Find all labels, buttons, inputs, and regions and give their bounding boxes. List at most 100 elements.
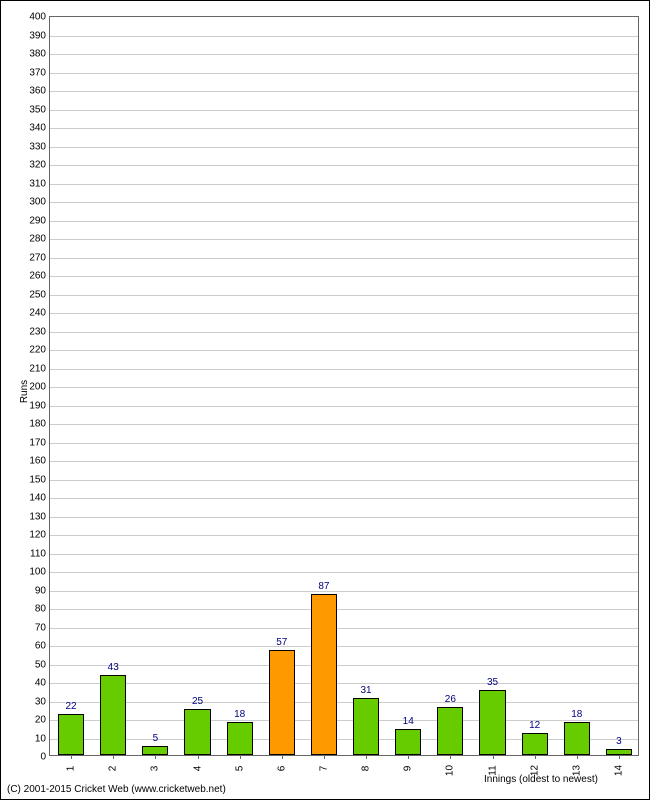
x-tick-label: 10: [445, 765, 456, 776]
y-tick-label: 290: [29, 215, 46, 226]
bar: [58, 714, 84, 755]
gridline: [50, 147, 638, 148]
gridline: [50, 73, 638, 74]
x-tick-mark: [282, 755, 283, 759]
y-tick-label: 300: [29, 197, 46, 208]
bar-value-label: 18: [571, 709, 582, 720]
bar: [522, 733, 548, 755]
x-tick-mark: [450, 755, 451, 759]
gridline: [50, 221, 638, 222]
bar: [564, 722, 590, 755]
y-tick-label: 60: [35, 641, 46, 652]
y-tick-label: 90: [35, 585, 46, 596]
gridline: [50, 498, 638, 499]
gridline: [50, 36, 638, 37]
x-tick-mark: [366, 755, 367, 759]
gridline: [50, 406, 638, 407]
x-tick-label: 3: [150, 766, 161, 772]
y-tick-label: 370: [29, 67, 46, 78]
bar-value-label: 5: [153, 733, 159, 744]
y-tick-label: 380: [29, 49, 46, 60]
gridline: [50, 572, 638, 573]
bar-value-label: 26: [445, 694, 456, 705]
gridline: [50, 239, 638, 240]
x-tick-mark: [324, 755, 325, 759]
y-tick-label: 140: [29, 493, 46, 504]
y-tick-label: 120: [29, 530, 46, 541]
y-tick-label: 40: [35, 678, 46, 689]
y-tick-label: 10: [35, 733, 46, 744]
bar-value-label: 35: [487, 677, 498, 688]
x-tick-label: 8: [361, 766, 372, 772]
x-tick-label: 1: [66, 766, 77, 772]
gridline: [50, 739, 638, 740]
x-tick-mark: [619, 755, 620, 759]
gridline: [50, 332, 638, 333]
x-axis-label: Innings (oldest to newest): [484, 774, 598, 785]
x-tick-mark: [240, 755, 241, 759]
y-tick-label: 310: [29, 178, 46, 189]
gridline: [50, 535, 638, 536]
gridline: [50, 91, 638, 92]
y-tick-label: 150: [29, 474, 46, 485]
y-tick-label: 220: [29, 345, 46, 356]
y-tick-label: 180: [29, 419, 46, 430]
bar: [184, 709, 210, 755]
gridline: [50, 683, 638, 684]
y-tick-label: 130: [29, 511, 46, 522]
x-tick-mark: [155, 755, 156, 759]
y-tick-label: 390: [29, 30, 46, 41]
y-tick-label: 250: [29, 289, 46, 300]
gridline: [50, 184, 638, 185]
bar: [269, 650, 295, 755]
gridline: [50, 554, 638, 555]
y-tick-label: 170: [29, 437, 46, 448]
bar-value-label: 12: [529, 720, 540, 731]
y-tick-label: 30: [35, 696, 46, 707]
bar: [311, 594, 337, 755]
y-tick-label: 20: [35, 715, 46, 726]
gridline: [50, 720, 638, 721]
y-tick-label: 80: [35, 604, 46, 615]
y-tick-label: 190: [29, 400, 46, 411]
bar-value-label: 43: [108, 662, 119, 673]
x-tick-mark: [198, 755, 199, 759]
y-tick-label: 230: [29, 326, 46, 337]
y-tick-label: 70: [35, 622, 46, 633]
gridline: [50, 128, 638, 129]
bar-value-label: 31: [361, 685, 372, 696]
footer-text: (C) 2001-2015 Cricket Web (www.cricketwe…: [7, 784, 226, 795]
y-tick-label: 200: [29, 382, 46, 393]
x-tick-label: 7: [318, 766, 329, 772]
bar: [142, 746, 168, 755]
x-tick-label: 4: [192, 766, 203, 772]
y-tick-label: 340: [29, 123, 46, 134]
x-tick-mark: [113, 755, 114, 759]
gridline: [50, 609, 638, 610]
y-tick-label: 110: [30, 548, 46, 559]
y-tick-label: 320: [29, 160, 46, 171]
chart-container: 0102030405060708090100110120130140150160…: [0, 0, 650, 800]
plot-area: 0102030405060708090100110120130140150160…: [49, 16, 639, 756]
bar-value-label: 14: [403, 716, 414, 727]
bar-value-label: 57: [276, 637, 287, 648]
gridline: [50, 369, 638, 370]
y-tick-label: 50: [35, 659, 46, 670]
gridline: [50, 258, 638, 259]
y-tick-label: 160: [29, 456, 46, 467]
y-tick-label: 260: [29, 271, 46, 282]
y-tick-label: 100: [29, 567, 46, 578]
x-tick-label: 14: [613, 765, 624, 776]
x-tick-mark: [535, 755, 536, 759]
gridline: [50, 702, 638, 703]
gridline: [50, 110, 638, 111]
y-tick-label: 360: [29, 86, 46, 97]
bar: [479, 690, 505, 755]
gridline: [50, 646, 638, 647]
gridline: [50, 276, 638, 277]
x-tick-mark: [493, 755, 494, 759]
y-tick-label: 400: [29, 12, 46, 23]
bar-value-label: 25: [192, 696, 203, 707]
y-tick-label: 240: [29, 308, 46, 319]
x-tick-label: 2: [108, 766, 119, 772]
